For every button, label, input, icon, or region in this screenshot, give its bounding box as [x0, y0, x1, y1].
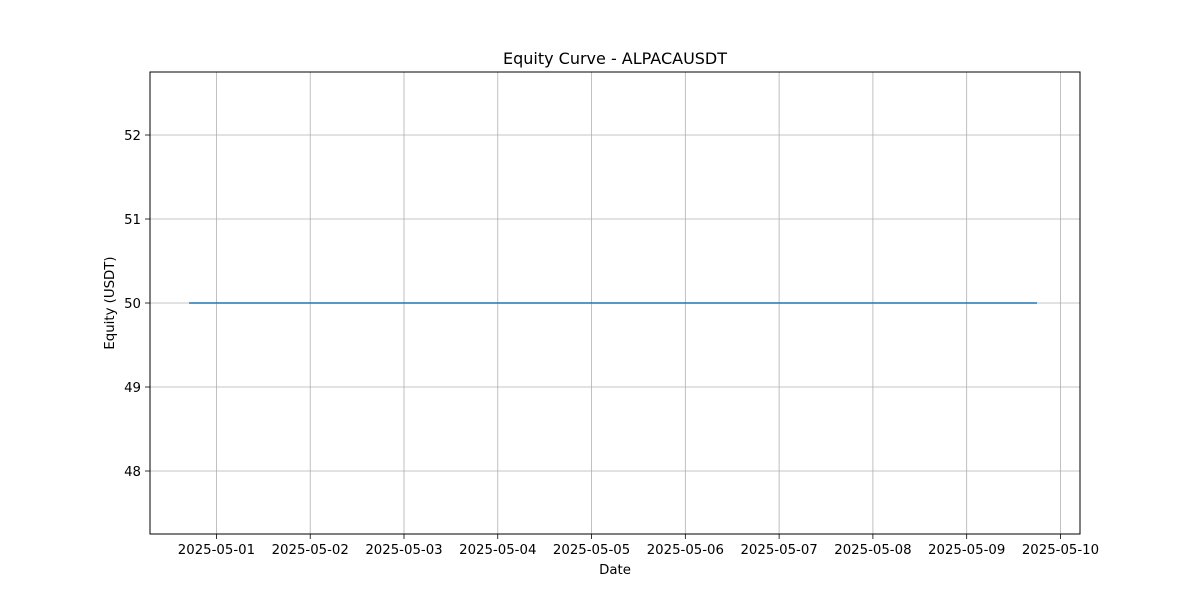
x-axis-label: Date — [599, 563, 631, 578]
x-tick-label: 2025-05-06 — [647, 543, 724, 558]
y-tick-label: 52 — [124, 129, 141, 144]
x-axis-ticks: 2025-05-01 2025-05-02 2025-05-03 2025-05-04… — [178, 534, 1099, 558]
x-tick-label: 2025-05-03 — [365, 543, 442, 558]
y-tick-label: 48 — [124, 465, 141, 480]
x-tick-label: 2025-05-08 — [834, 543, 911, 558]
x-tick-label: 2025-05-04 — [459, 543, 536, 558]
chart-title: Equity Curve - ALPACAUSDT — [503, 49, 727, 68]
x-tick-label: 2025-05-02 — [272, 543, 349, 558]
x-tick-label: 2025-05-07 — [740, 543, 817, 558]
grid-lines — [150, 72, 1080, 534]
y-axis-label: Equity (USDT) — [103, 256, 118, 349]
y-axis-ticks: 48 49 50 51 52 — [124, 129, 150, 480]
y-tick-label: 51 — [124, 213, 141, 228]
x-tick-label: 2025-05-10 — [1022, 543, 1099, 558]
x-tick-label: 2025-05-09 — [928, 543, 1005, 558]
x-tick-label: 2025-05-05 — [553, 543, 630, 558]
y-tick-label: 50 — [124, 297, 141, 312]
x-tick-label: 2025-05-01 — [178, 543, 255, 558]
y-tick-label: 49 — [124, 381, 141, 396]
